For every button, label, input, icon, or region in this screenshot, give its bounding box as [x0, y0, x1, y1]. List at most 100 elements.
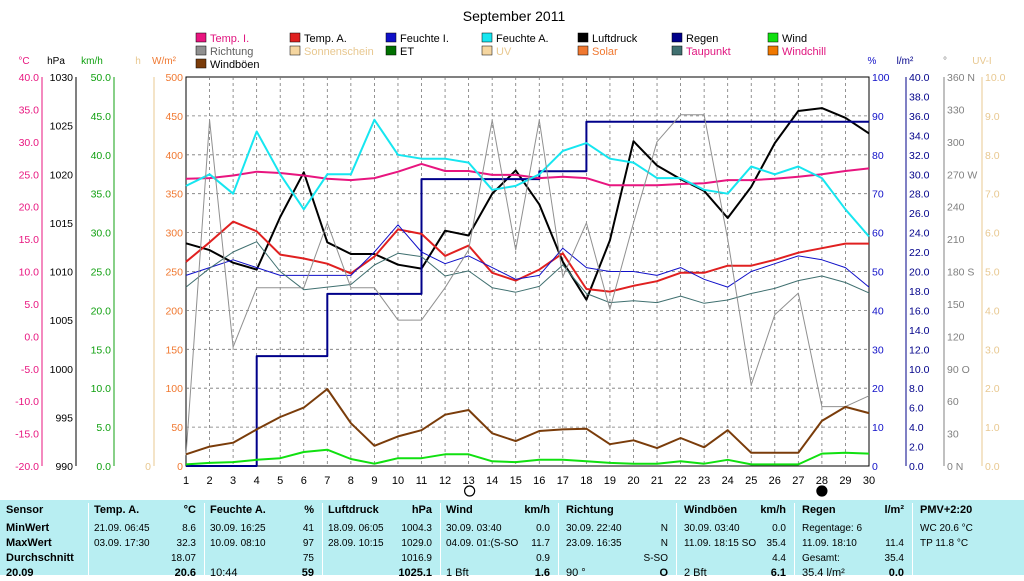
x-tick-label: 16	[533, 475, 545, 487]
stats-col-wind: Wind km/h 30.09. 03:40 0.0 04.09. 01:(S-SO…	[440, 503, 559, 579]
axis-tick-wm2: 250	[165, 267, 183, 279]
axis-tick-wm2: 500	[165, 72, 183, 84]
legend-label-regen: Regen	[686, 33, 718, 45]
axis-tick-wm2: 100	[165, 383, 183, 395]
axis-tick-uvi: 3.0	[985, 344, 1000, 356]
axis-tick-kmh: 20.0	[91, 305, 112, 317]
axis-tick-rain: 2.0	[909, 442, 924, 454]
axis-tick-temp: 25.0	[19, 169, 40, 181]
stats-row-max: MaxWert	[6, 537, 52, 549]
axis-unit-deg: °	[943, 56, 947, 67]
axis-tick-temp: 35.0	[19, 104, 40, 116]
axis-tick-pct: 30	[872, 344, 884, 356]
axis-tick-kmh: 25.0	[91, 267, 112, 279]
series-line-richtung	[185, 114, 870, 456]
legend-swatch-windboeen	[195, 58, 207, 69]
stats-col-richtung: Richtung 30.09. 22:40 N 23.09. 16:35 N S-S…	[558, 503, 677, 579]
axis-tick-deg: 270 W	[947, 169, 977, 181]
axis-tick-uvi: 7.0	[985, 189, 1000, 201]
legend-swatch-windchill	[767, 45, 779, 56]
stats-wind-avg: 0.9	[536, 553, 550, 564]
stats-luftdruck-avg: 1016.9	[401, 553, 432, 564]
legend-swatch-sonnenschein	[289, 45, 301, 56]
legend-label-taupunkt: Taupunkt	[686, 46, 731, 58]
axis-tick-kmh: 40.0	[91, 150, 112, 162]
axis-tick-uvi: 10.0	[985, 72, 1006, 84]
axis-tick-uvi: 9.0	[985, 111, 1000, 123]
stats-luftdruck-last: 1025.1	[398, 567, 432, 579]
axis-tick-temp: -15.0	[15, 429, 39, 441]
x-tick-label: 22	[674, 475, 686, 487]
stats-col-sensor: Sensor MinWert MaxWert Durchschnitt 20.0…	[0, 503, 88, 579]
axis-tick-rain: 0.0	[909, 461, 924, 473]
stats-regen-max: 11.09. 18:10 11.4	[802, 538, 904, 549]
axis-tick-wm2: 350	[165, 189, 183, 201]
axis-tick-wm2: 400	[165, 150, 183, 162]
axis-unit-temp: °C	[18, 56, 29, 67]
stats-feuchte-a-header: Feuchte A.%	[210, 504, 314, 516]
axis-tick-hpa: 1025	[50, 121, 74, 133]
axis-tick-kmh: 10.0	[91, 383, 112, 395]
x-tick-label: 6	[301, 475, 307, 487]
legend-swatch-luftdruck	[577, 32, 589, 43]
x-tick-label: 30	[863, 475, 875, 487]
moon-new-icon	[464, 485, 476, 497]
x-tick-label: 9	[371, 475, 377, 487]
legend-label-feuchte_a: Feuchte A.	[496, 33, 549, 45]
legend-swatch-richtung	[195, 45, 207, 56]
legend-swatch-taupunkt	[671, 45, 683, 56]
axis-tick-deg: 60	[947, 396, 959, 408]
axis-unit-h: h	[135, 56, 141, 67]
legend-label-luftdruck: Luftdruck	[592, 33, 638, 45]
stats-row-avg: Durchschnitt	[6, 552, 74, 564]
axis-tick-rain: 24.0	[909, 228, 930, 240]
stats-windboeen-avg: 4.4	[772, 553, 786, 564]
stats-feuchte-a-min: 30.09. 16:25 41	[210, 523, 314, 534]
x-tick-label: 4	[254, 475, 260, 487]
legend-swatch-solar	[577, 45, 589, 56]
x-tick-label: 7	[324, 475, 330, 487]
legend: Temp. I. Temp. A. Feuchte I. Feuchte A. Luft…	[195, 32, 826, 71]
axis-tick-rain: 28.0	[909, 189, 930, 201]
axis-tick-deg: 210	[947, 234, 965, 246]
legend-swatch-temp_a	[289, 32, 301, 43]
legend-swatch-wind	[767, 32, 779, 43]
axis-tick-wm2: 0	[177, 461, 183, 473]
axis-tick-deg: 90 O	[947, 364, 970, 376]
axis-tick-temp: -5.0	[21, 364, 39, 376]
axis-tick-uvi: 6.0	[985, 228, 1000, 240]
stats-wind-max: 04.09. 01:(S-SO 11.7	[446, 538, 550, 549]
axis-tick-rain: 14.0	[909, 325, 930, 337]
x-tick-label: 12	[439, 475, 451, 487]
stats-feuchte-a-last: 10:44 59	[210, 567, 314, 579]
axis-tick-pct: 70	[872, 189, 884, 201]
legend-swatch-et	[385, 45, 397, 56]
axis-tick-rain: 8.0	[909, 383, 924, 395]
axis-tick-wm2: 450	[165, 111, 183, 123]
axis-tick-kmh: 45.0	[91, 111, 112, 123]
axis-tick-kmh: 35.0	[91, 189, 112, 201]
axis-tick-kmh: 5.0	[96, 422, 111, 434]
x-tick-label: 13	[462, 475, 474, 487]
axis-tick-deg: 240	[947, 202, 965, 214]
x-tick-label: 8	[348, 475, 354, 487]
legend-swatch-uv	[481, 45, 493, 56]
axis-tick-rain: 36.0	[909, 111, 930, 123]
x-tick-label: 29	[839, 475, 851, 487]
stats-feuchte-a-max: 10.09. 08:10 97	[210, 538, 314, 549]
axis-tick-pct: 100	[872, 72, 890, 84]
legend-label-sonnenschein: Sonnenschein	[304, 46, 374, 58]
stats-richtung-last: 90 ° O	[566, 567, 668, 579]
axis-tick-rain: 30.0	[909, 169, 930, 181]
stats-pmv-tp: TP 11.8 °C	[920, 538, 969, 549]
axis-tick-deg: 0 N	[947, 461, 963, 473]
x-axis: 1 2 3 4 5 6 7 8 9 10 11 12 13 14 15 16 17 18 19 20 21 22 23 24 2…	[183, 475, 875, 497]
stats-col-windboeen: Windböen km/h 30.09. 03:40 0.0 11.09. 18:1…	[676, 503, 795, 579]
axis-tick-rain: 20.0	[909, 267, 930, 279]
axis-tick-rain: 10.0	[909, 364, 930, 376]
axis-unit-wm2: W/m²	[152, 56, 177, 67]
axis-tick-kmh: 15.0	[91, 344, 112, 356]
axis-unit-hpa: hPa	[47, 56, 65, 67]
axis-tick-pct: 60	[872, 228, 884, 240]
axis-tick-hpa: 1005	[50, 315, 74, 327]
